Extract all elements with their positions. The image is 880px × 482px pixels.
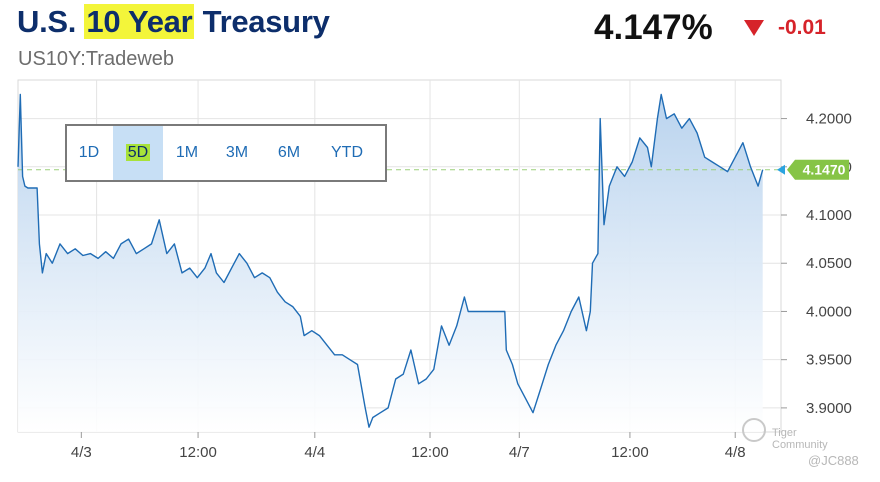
x-tick-label: 12:00 [611,444,649,461]
range-button-1m[interactable]: 1M [175,144,199,161]
last-price-label: 4.1470 [803,162,846,178]
range-button-1d[interactable]: 1D [78,144,100,161]
y-tick-label: 4.2000 [806,111,852,128]
y-tick-label: 4.0500 [806,255,852,272]
watermark-text: Tiger Community [772,427,828,451]
x-tick-label: 4/3 [71,444,92,461]
y-tick-label: 3.9000 [806,400,852,417]
yield-chart: 4.20004.15004.10004.05004.00003.95003.90… [17,79,852,461]
down-arrow-icon [744,20,764,36]
y-tick-label: 3.9500 [806,352,852,369]
range-button-3m[interactable]: 3M [225,144,249,161]
x-tick-label: 4/4 [304,444,325,461]
y-tick-label: 4.1000 [806,207,852,224]
range-button-5d[interactable]: 5D [113,126,163,180]
y-tick-label: 4.0000 [806,303,852,320]
x-tick-label: 12:00 [179,444,217,461]
ticker-subtitle: US10Y:Tradeweb [18,48,175,70]
series-area [18,94,763,432]
current-yield: 4.147% [594,8,713,47]
range-button-6m[interactable]: 6M [277,144,301,161]
x-tick-label: 4/8 [725,444,746,461]
series-line [17,93,764,428]
chart-title: U.S. 10 Year Treasury [17,4,330,39]
last-price-marker [777,164,785,175]
yield-change: -0.01 [778,16,826,39]
x-tick-label: 4/7 [509,444,530,461]
watermark-user: @JC888 [808,453,859,468]
last-price-badge [787,159,849,180]
x-tick-label: 12:00 [411,444,449,461]
title-highlight: 10 Year [84,4,195,39]
range-button-ytd[interactable]: YTD [331,144,363,161]
range-selector: 1D 5D 1M 3M 6M YTD [65,124,387,182]
tiger-logo-icon [742,418,766,442]
